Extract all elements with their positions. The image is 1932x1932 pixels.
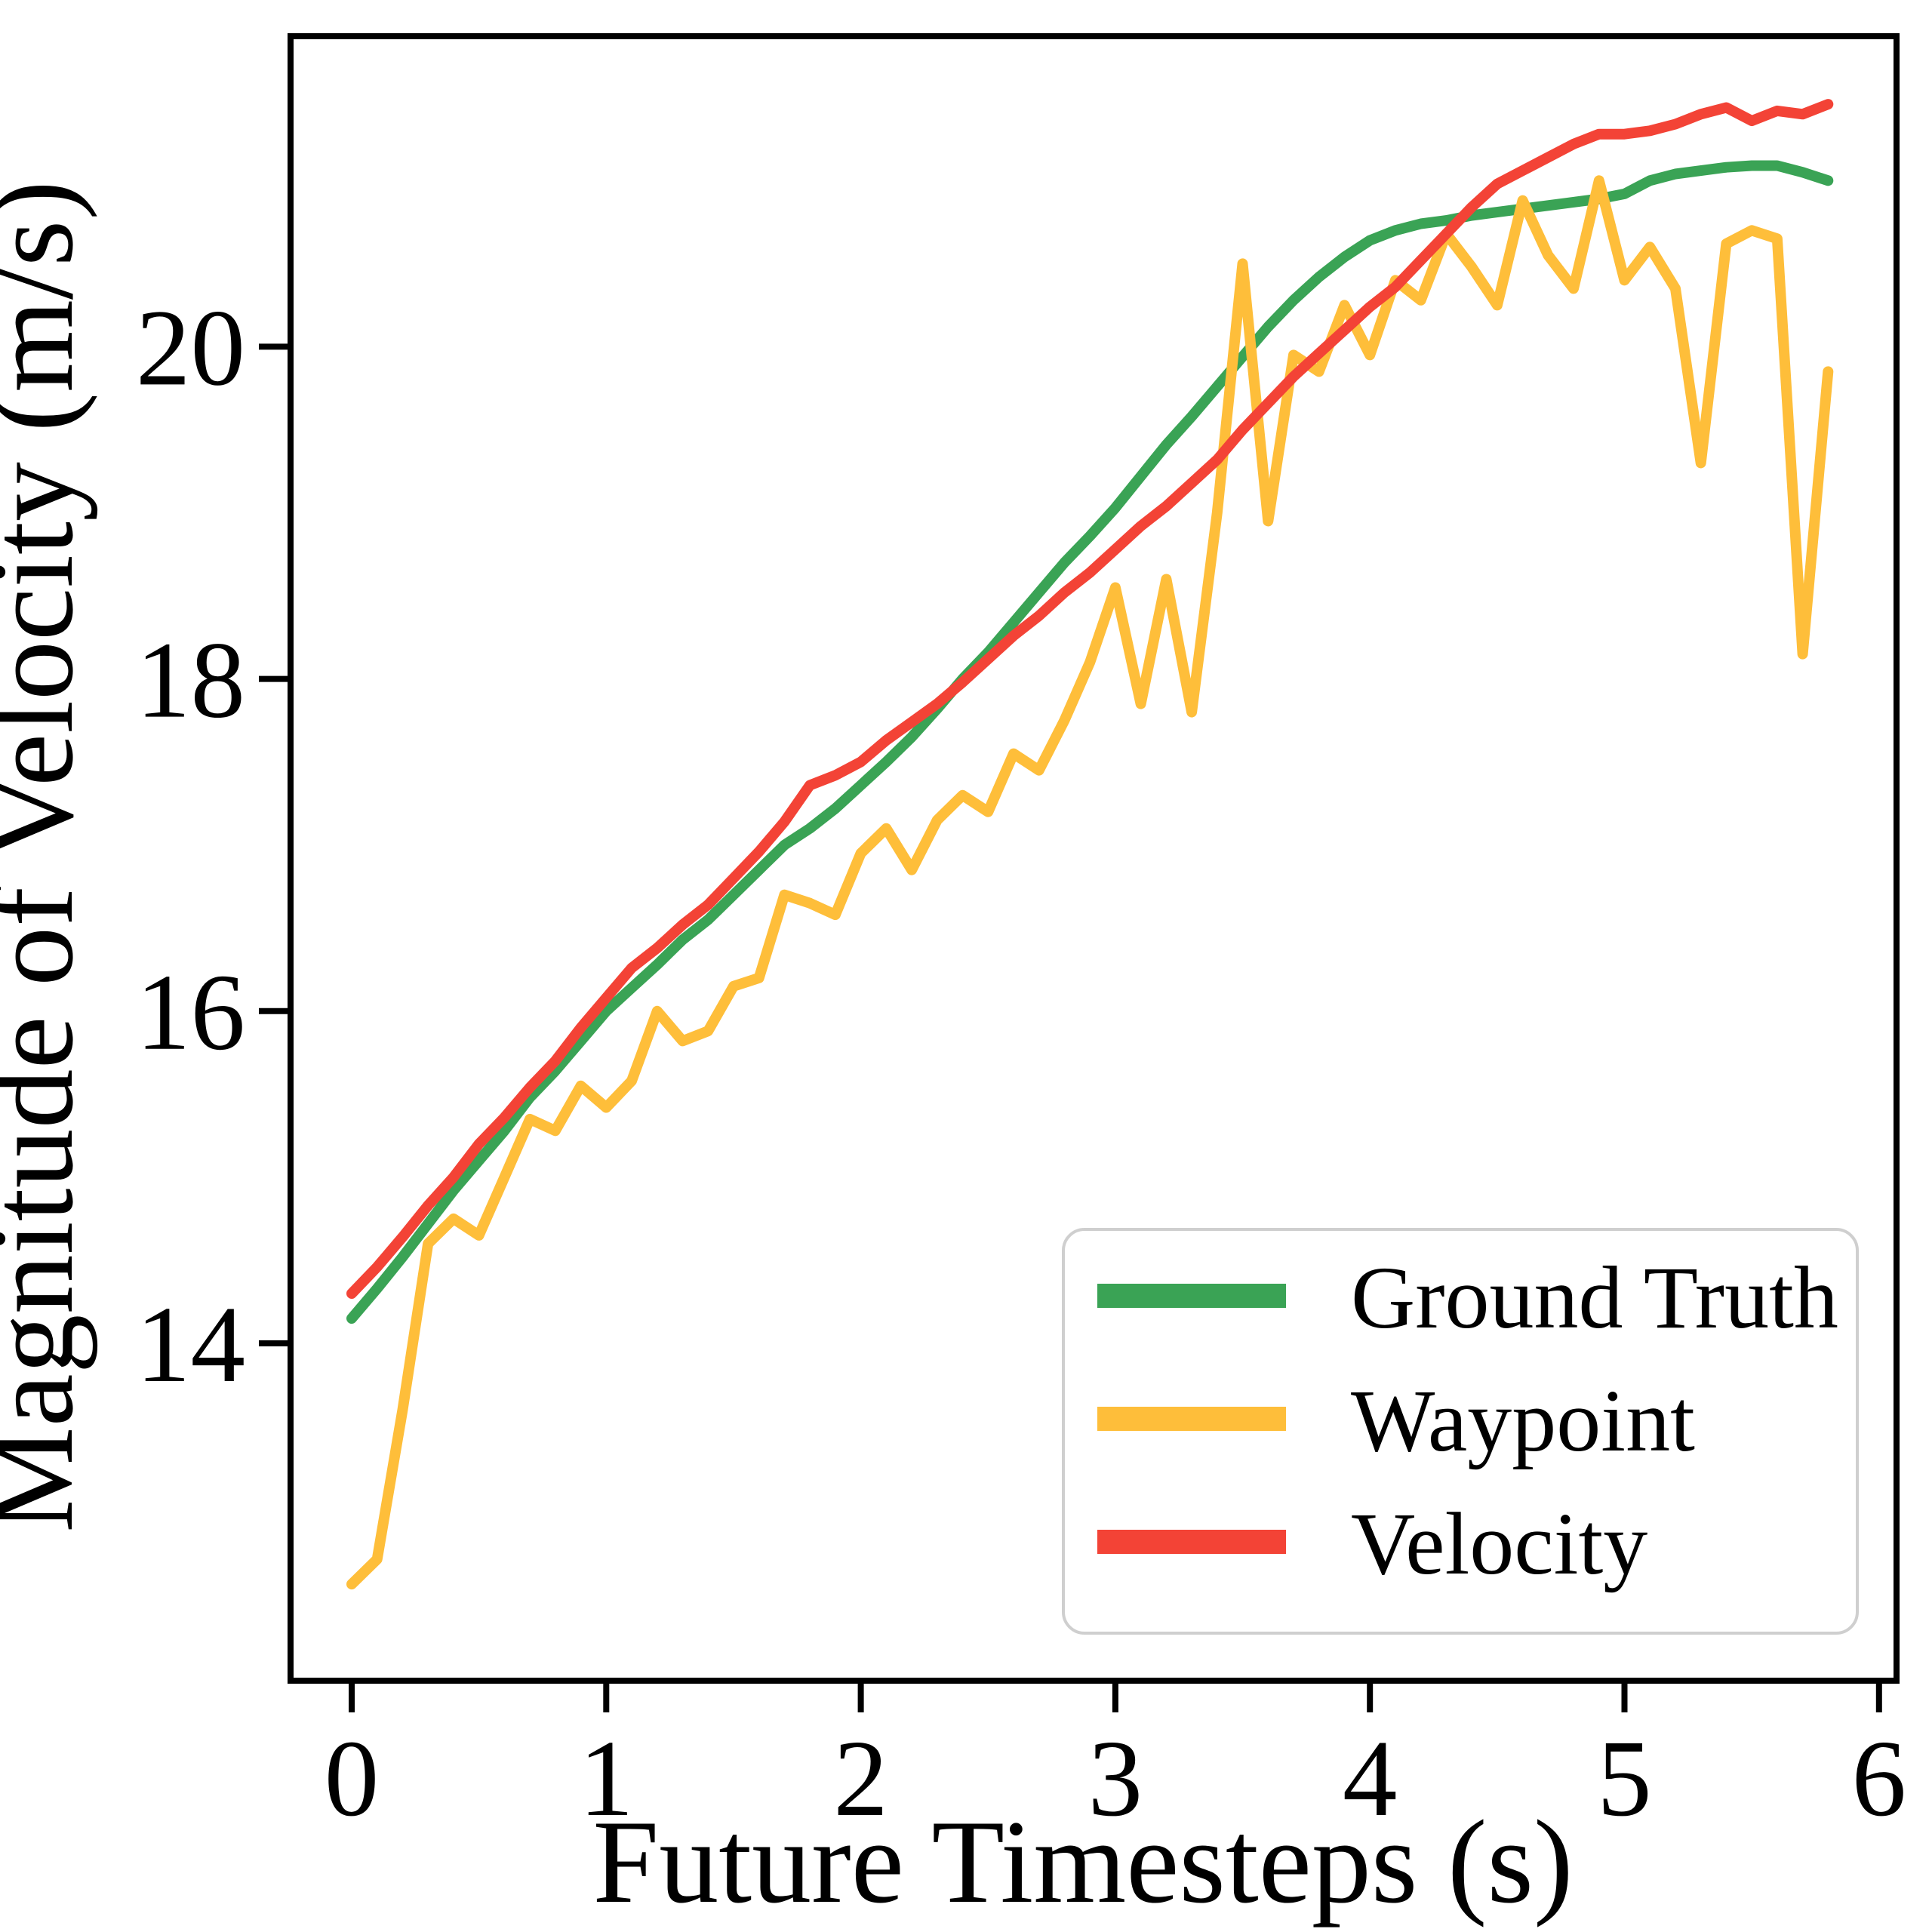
y-tick-label: 20 (136, 288, 245, 408)
x-tick-label: 3 (1088, 1718, 1143, 1839)
x-axis-label: Future Timesteps (s) (592, 1796, 1573, 1928)
y-tick-label: 18 (136, 620, 245, 741)
x-axis-ticks (349, 1681, 1882, 1712)
legend-label-waypoint: Waypoint (1351, 1371, 1695, 1470)
series-line-velocity (346, 99, 1834, 1299)
y-axis-tick-labels: 14 16 18 20 (136, 288, 245, 1405)
x-tick-label: 6 (1852, 1718, 1907, 1839)
x-axis-tick-labels: 0 1 2 3 4 5 6 (325, 1718, 1906, 1839)
y-axis-label: Magnitude of Velocity (m/s) (0, 180, 98, 1533)
legend-label-velocity: Velocity (1351, 1494, 1647, 1593)
legend-label-ground-truth: Ground Truth (1351, 1248, 1838, 1347)
y-tick-label: 14 (136, 1284, 245, 1405)
data-series-lines (346, 99, 1834, 1590)
x-tick-label: 1 (579, 1718, 634, 1839)
legend: Ground Truth Waypoint Velocity (1062, 1228, 1859, 1635)
y-axis-ticks (259, 343, 291, 1346)
series-line-waypoint (346, 175, 1834, 1590)
y-tick-label: 16 (136, 952, 245, 1073)
x-tick-label: 4 (1343, 1718, 1398, 1839)
x-tick-label: 0 (325, 1718, 380, 1839)
x-tick-label: 5 (1597, 1718, 1652, 1839)
series-line-ground-truth (346, 160, 1834, 1324)
x-tick-label: 2 (833, 1718, 888, 1839)
